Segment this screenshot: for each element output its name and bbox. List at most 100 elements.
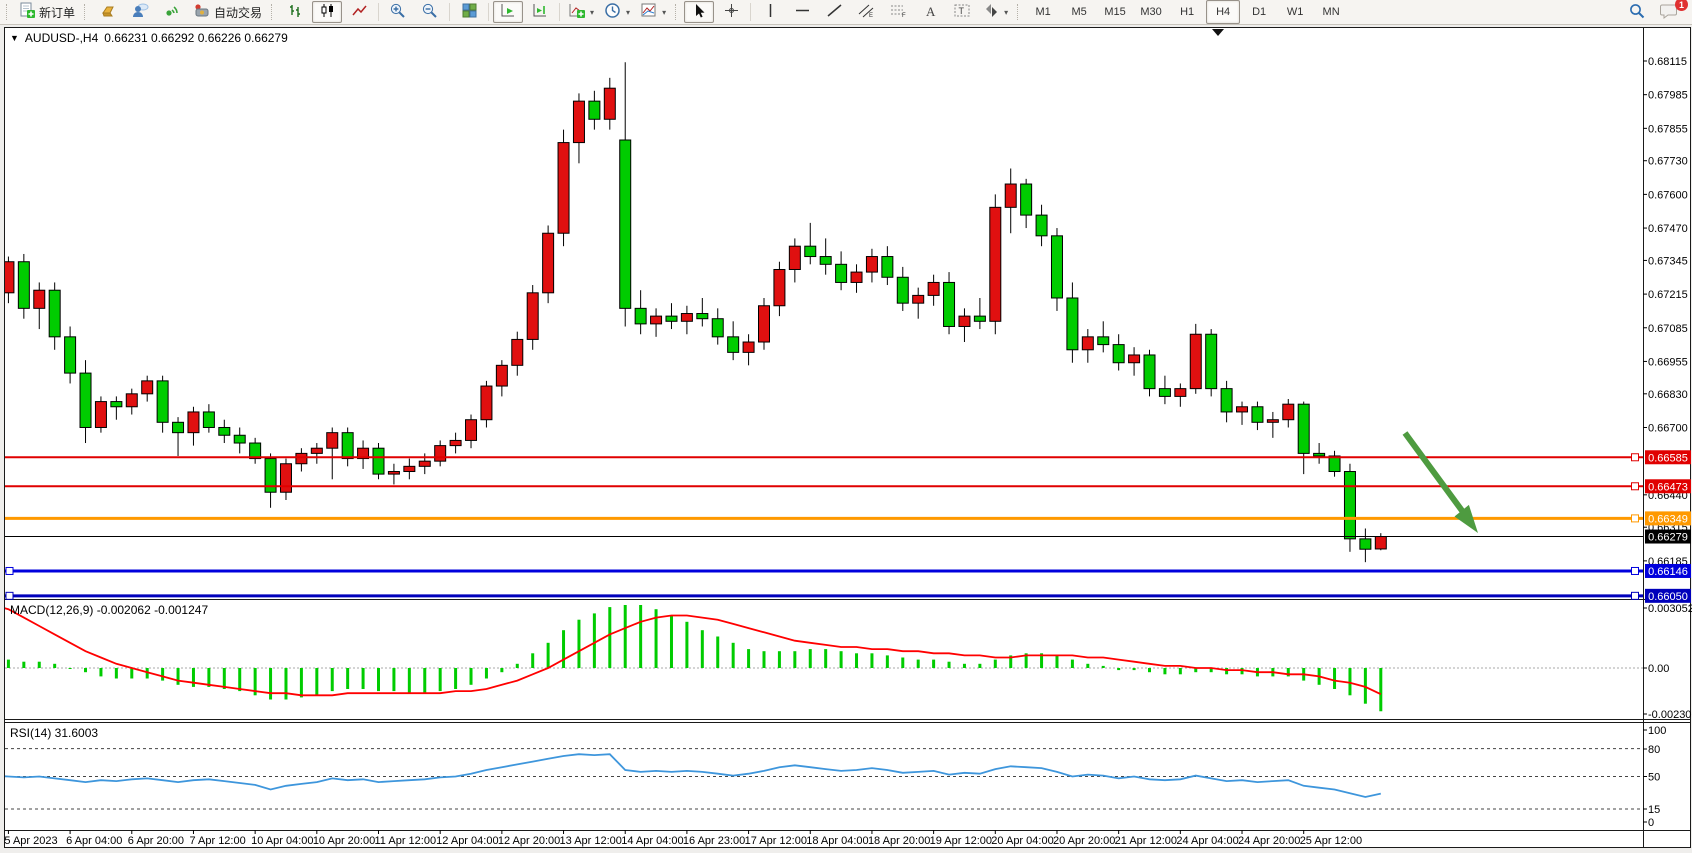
- gold-quotes-button[interactable]: [93, 1, 123, 23]
- arrows-tool-button[interactable]: ▾: [979, 1, 1012, 23]
- time-tick-label: 20 Apr 04:00: [991, 835, 1053, 847]
- svg-text:0.66585: 0.66585: [1648, 452, 1688, 464]
- horizontal-line-object[interactable]: 0.66146: [5, 563, 1691, 578]
- candle: [110, 401, 123, 408]
- price-tick-label: 0.68115: [1648, 56, 1687, 68]
- line-handle[interactable]: [5, 591, 14, 600]
- cursor-tool-button[interactable]: [684, 1, 715, 23]
- search-icon: [1628, 2, 1646, 23]
- horizontal-line-icon: [794, 4, 811, 20]
- tile-windows-button[interactable]: [454, 1, 484, 23]
- text-tool-button[interactable]: A: [915, 1, 945, 23]
- candle: [187, 411, 200, 434]
- timeframe-button-D1[interactable]: D1: [1252, 6, 1267, 18]
- line-chart-mode-button[interactable]: [344, 1, 374, 23]
- time-tick-label: 20 Apr 20:00: [1053, 835, 1115, 847]
- horizontal-line-object[interactable]: 0.66585: [5, 450, 1691, 465]
- timeframe-button-M30[interactable]: M30: [1140, 6, 1162, 18]
- crosshair-tool-button[interactable]: [716, 1, 746, 23]
- zoom-out-button[interactable]: [415, 1, 445, 23]
- horizontal-line-tool-button[interactable]: [787, 1, 817, 23]
- candle: [357, 447, 370, 460]
- horizontal-line-object[interactable]: 0.66473: [5, 479, 1691, 494]
- arrow-annotation[interactable]: [1402, 431, 1478, 533]
- horizontal-line-object[interactable]: 0.66050: [5, 588, 1691, 603]
- community-profile-button[interactable]: [125, 1, 155, 23]
- time-tick-label: 11 Apr 12:00: [375, 835, 437, 847]
- text-icon: A: [923, 3, 938, 22]
- line-chart-icon: [351, 2, 368, 22]
- timeframe-button-M5[interactable]: M5: [1071, 6, 1087, 18]
- macd-signal-line: [5, 607, 1382, 697]
- dropdown-caret-icon: ▾: [590, 7, 595, 17]
- time-tick-label: 6 Apr 04:00: [66, 835, 122, 847]
- candle: [64, 336, 77, 374]
- line-handle[interactable]: [1631, 566, 1639, 575]
- collapse-triangle-icon[interactable]: ▼: [10, 33, 19, 43]
- candle: [619, 139, 632, 309]
- line-handle[interactable]: [1631, 453, 1639, 462]
- zoom-in-button[interactable]: [383, 1, 413, 23]
- price-tick-label: 0.67085: [1648, 323, 1688, 335]
- notifications-button[interactable]: 1: [1654, 0, 1688, 23]
- candle: [1359, 538, 1372, 550]
- time-tick-label: 10 Apr 20:00: [313, 835, 375, 847]
- toolbar-gripper: [84, 4, 88, 20]
- vertical-line-tool-button[interactable]: [755, 1, 785, 23]
- price-tick-label: 0.67600: [1648, 189, 1688, 201]
- rsi-axis-label: 15: [1648, 804, 1660, 816]
- svg-text:0.66050: 0.66050: [1648, 591, 1688, 603]
- equidistant-channel-tool-button[interactable]: E: [851, 1, 881, 23]
- line-handle[interactable]: [1631, 591, 1639, 600]
- auto-scroll-button[interactable]: [493, 1, 524, 23]
- signal-icon: [163, 2, 181, 22]
- indicators-menu-button[interactable]: ▾: [564, 1, 598, 23]
- candlestick-series: [5, 62, 1387, 563]
- signals-button[interactable]: [157, 1, 187, 23]
- trendline-tool-button[interactable]: [819, 1, 849, 23]
- text-label-tool-button[interactable]: T: [947, 1, 977, 23]
- timeframe-button-H1[interactable]: H1: [1180, 6, 1195, 18]
- bar-chart-mode-button[interactable]: [280, 1, 310, 23]
- chart-shift-button[interactable]: [525, 1, 555, 23]
- toolbar-separator: [750, 3, 752, 21]
- auto-trading-button[interactable]: 自动交易: [189, 1, 266, 23]
- candle: [572, 100, 585, 144]
- candlestick-mode-button[interactable]: [312, 1, 343, 23]
- toolbar-gripper: [6, 4, 10, 20]
- chart-shift-marker-icon[interactable]: [1212, 29, 1224, 36]
- candle: [1143, 354, 1156, 390]
- candle: [650, 315, 663, 325]
- timeframe-button-MN[interactable]: MN: [1322, 6, 1340, 18]
- periods-menu-button[interactable]: ▾: [600, 1, 634, 23]
- timeframe-button-W1[interactable]: W1: [1286, 6, 1304, 18]
- dropdown-caret-icon: ▾: [626, 7, 631, 17]
- candle: [943, 281, 956, 327]
- timeframe-button-M15[interactable]: M15: [1104, 6, 1126, 18]
- line-handle[interactable]: [1631, 482, 1639, 491]
- toolbar-separator: [488, 3, 490, 21]
- new-order-label: 新订单: [39, 5, 76, 20]
- timeframe-button-H4[interactable]: H4: [1206, 0, 1241, 24]
- templates-menu-button[interactable]: ▾: [636, 1, 670, 23]
- candle: [1050, 235, 1063, 299]
- svg-text:0.66146: 0.66146: [1648, 566, 1688, 578]
- candle: [465, 419, 478, 441]
- rsi-line: [5, 753, 1381, 798]
- new-order-button[interactable]: 新订单: [15, 1, 79, 23]
- search-button[interactable]: [1622, 1, 1652, 23]
- auto-trading-label: 自动交易: [214, 5, 263, 20]
- timeframe-button-M1[interactable]: M1: [1035, 6, 1051, 18]
- line-handle[interactable]: [1631, 514, 1639, 523]
- macd-axis-label: -0.002306: [1648, 709, 1692, 721]
- candle: [1081, 336, 1094, 351]
- line-handle[interactable]: [5, 566, 14, 575]
- horizontal-line-object[interactable]: 0.66349: [5, 511, 1691, 526]
- candle: [79, 372, 92, 428]
- candle: [742, 341, 755, 353]
- candle: [1035, 214, 1048, 237]
- fibonacci-tool-button[interactable]: F: [883, 1, 913, 23]
- candle: [125, 393, 138, 408]
